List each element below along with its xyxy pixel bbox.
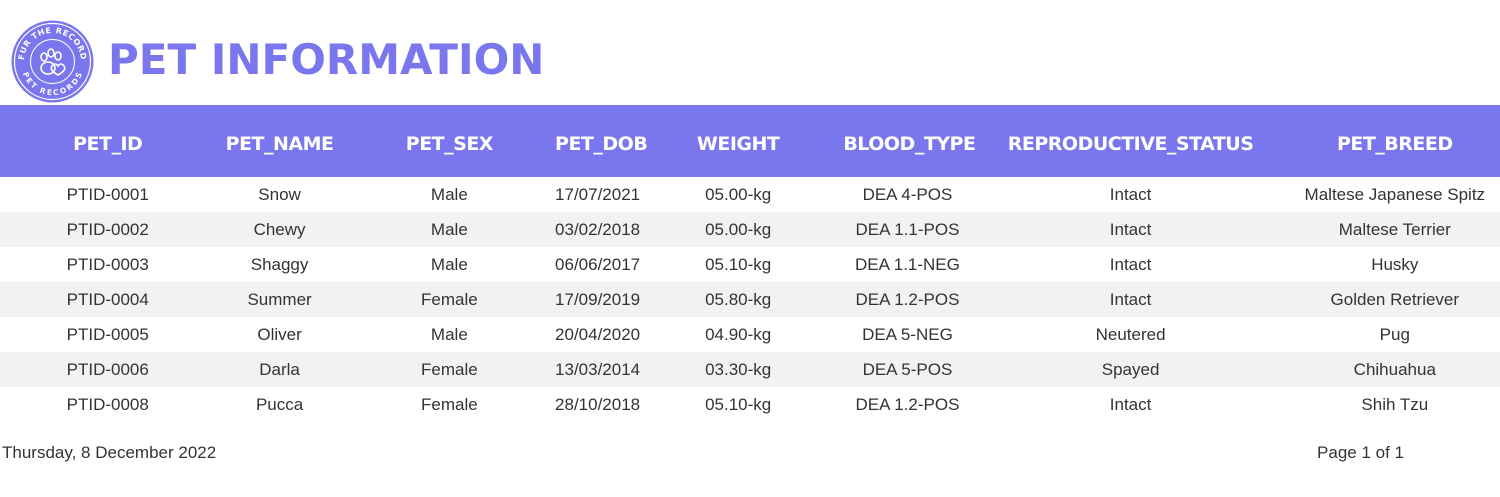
- cell-weight: 03.30-kg: [705, 359, 772, 379]
- cell-weight: 05.80-kg: [705, 289, 772, 309]
- table-row[interactable]: PTID-0001 Snow Male 17/07/2021 05.00-kg …: [0, 177, 1500, 212]
- cell-weight: 05.10-kg: [705, 394, 772, 414]
- cell-pet-dob: 06/06/2017: [555, 254, 641, 274]
- cell-reproductive-status: Intact: [1109, 219, 1152, 239]
- cell-pet-dob: 28/10/2018: [555, 394, 641, 414]
- cell-reproductive-status: Intact: [1109, 394, 1152, 414]
- table-row[interactable]: PTID-0005 Oliver Male 20/04/2020 04.90-k…: [0, 317, 1500, 352]
- cell-pet-dob: 17/09/2019: [555, 289, 641, 309]
- cell-pet-sex: Female: [421, 394, 478, 414]
- cell-pet-name: Oliver: [257, 324, 302, 344]
- cell-pet-dob: 03/02/2018: [555, 219, 641, 239]
- page-number: Page 1 of 1: [1317, 443, 1404, 462]
- cell-pet-name: Pucca: [255, 394, 304, 414]
- cell-pet-breed: Shih Tzu: [1361, 394, 1429, 414]
- cell-weight: 05.00-kg: [705, 184, 772, 204]
- cell-blood-type: DEA 1.1-POS: [855, 219, 960, 239]
- cell-blood-type: DEA 1.2-POS: [855, 394, 960, 414]
- cell-blood-type: DEA 1.1-NEG: [855, 254, 960, 274]
- cell-pet-name: Shaggy: [250, 254, 309, 274]
- table-row[interactable]: PTID-0006 Darla Female 13/03/2014 03.30-…: [0, 352, 1500, 387]
- cell-weight: 05.00-kg: [705, 219, 772, 239]
- column-header-blood-type[interactable]: BLOOD_TYPE: [843, 133, 976, 155]
- cell-pet-id: PTID-0006: [66, 359, 149, 379]
- cell-blood-type: DEA 4-POS: [862, 184, 953, 204]
- cell-pet-breed: Pug: [1379, 324, 1410, 344]
- cell-pet-id: PTID-0002: [66, 219, 149, 239]
- cell-pet-dob: 20/04/2020: [555, 324, 641, 344]
- column-header-pet-breed[interactable]: PET_BREED: [1336, 133, 1453, 155]
- column-header-pet-sex[interactable]: PET_SEX: [405, 133, 494, 155]
- cell-pet-id: PTID-0003: [66, 254, 149, 274]
- column-header-pet-id[interactable]: PET_ID: [73, 133, 143, 155]
- cell-pet-breed: Golden Retriever: [1330, 289, 1460, 309]
- cell-pet-sex: Male: [430, 324, 468, 344]
- cell-weight: 04.90-kg: [705, 324, 772, 344]
- cell-reproductive-status: Intact: [1109, 254, 1152, 274]
- logo-badge-icon: FUR THE RECORD PET RECORDS: [11, 20, 94, 103]
- column-header-pet-dob[interactable]: PET_DOB: [555, 133, 648, 155]
- cell-pet-id: PTID-0004: [66, 289, 149, 309]
- cell-reproductive-status: Spayed: [1101, 359, 1160, 379]
- column-header-reproductive-status[interactable]: REPRODUCTIVE_STATUS: [1007, 133, 1254, 155]
- cell-pet-sex: Female: [421, 359, 478, 379]
- table-row[interactable]: PTID-0003 Shaggy Male 06/06/2017 05.10-k…: [0, 247, 1500, 282]
- pet-information-table: PET_ID PET_NAME PET_SEX PET_DOB WEIGHT B…: [0, 105, 1500, 422]
- cell-reproductive-status: Intact: [1109, 184, 1152, 204]
- cell-pet-name: Chewy: [253, 219, 306, 239]
- cell-pet-dob: 17/07/2021: [555, 184, 641, 204]
- logo: FUR THE RECORD PET RECORDS: [11, 20, 94, 103]
- table-row[interactable]: PTID-0002 Chewy Male 03/02/2018 05.00-kg…: [0, 212, 1500, 247]
- table-header-row: PET_ID PET_NAME PET_SEX PET_DOB WEIGHT B…: [0, 105, 1500, 177]
- cell-pet-dob: 13/03/2014: [555, 359, 641, 379]
- cell-pet-sex: Female: [421, 289, 478, 309]
- cell-blood-type: DEA 5-POS: [862, 359, 953, 379]
- cell-pet-name: Snow: [258, 184, 301, 204]
- column-header-weight[interactable]: WEIGHT: [696, 133, 780, 155]
- table-row[interactable]: PTID-0004 Summer Female 17/09/2019 05.80…: [0, 282, 1500, 317]
- paw-heart-icon: [40, 48, 66, 76]
- cell-blood-type: DEA 5-NEG: [862, 324, 953, 344]
- cell-pet-breed: Chihuahua: [1353, 359, 1436, 379]
- cell-pet-name: Darla: [259, 359, 300, 379]
- cell-reproductive-status: Intact: [1109, 289, 1152, 309]
- cell-pet-breed: Maltese Japanese Spitz: [1304, 184, 1486, 204]
- report-date: Thursday, 8 December 2022: [2, 443, 217, 462]
- cell-pet-sex: Male: [430, 184, 468, 204]
- cell-pet-name: Summer: [247, 289, 312, 309]
- table-row[interactable]: PTID-0008 Pucca Female 28/10/2018 05.10-…: [0, 387, 1500, 422]
- cell-pet-breed: Husky: [1371, 254, 1419, 274]
- cell-blood-type: DEA 1.2-POS: [855, 289, 960, 309]
- column-header-pet-name[interactable]: PET_NAME: [225, 133, 334, 155]
- cell-pet-id: PTID-0001: [66, 184, 149, 204]
- report-header: FUR THE RECORD PET RECORDS PET INFORMATI…: [0, 0, 1500, 105]
- cell-pet-sex: Male: [430, 254, 468, 274]
- cell-pet-id: PTID-0008: [66, 394, 149, 414]
- page-title: PET INFORMATION: [108, 35, 545, 84]
- cell-weight: 05.10-kg: [705, 254, 772, 274]
- cell-pet-id: PTID-0005: [66, 324, 149, 344]
- cell-reproductive-status: Neutered: [1095, 324, 1166, 344]
- cell-pet-sex: Male: [430, 219, 468, 239]
- cell-pet-breed: Maltese Terrier: [1338, 219, 1451, 239]
